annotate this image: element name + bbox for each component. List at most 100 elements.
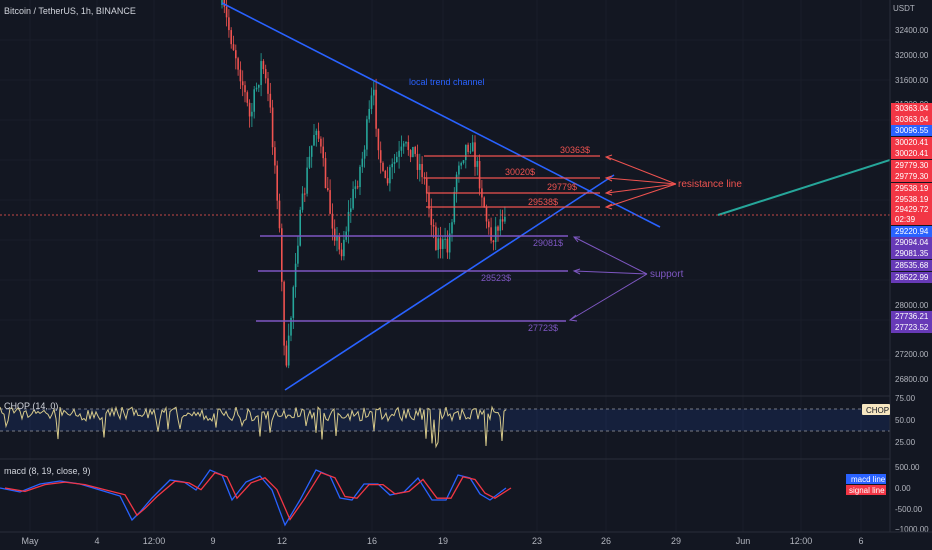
candle-body (292, 287, 295, 318)
price-label: 30096.55 (895, 126, 929, 135)
candle-body (221, 0, 223, 5)
chop-badge (862, 404, 890, 415)
candle-body (278, 200, 281, 229)
candle-body (368, 108, 370, 120)
price-label: 30020.41 (895, 149, 929, 158)
price-label-box (891, 103, 932, 114)
candle-body (313, 135, 315, 146)
candle-body (425, 178, 428, 194)
candle-body (253, 89, 255, 112)
candle-body (373, 89, 375, 96)
candle-body (442, 239, 444, 249)
candle-body (448, 233, 451, 253)
candle-body (317, 130, 320, 139)
candle-body (299, 209, 301, 246)
price-label-box (891, 114, 932, 125)
candle-body (485, 207, 488, 222)
candle-body (492, 240, 495, 243)
candle-body (244, 85, 246, 93)
trendline-lower[interactable] (284, 174, 615, 391)
projection-line[interactable] (717, 159, 891, 216)
time-axis[interactable]: May 4 12:00 9 12 16 19 23 26 29 Jun 12:00 6 (21, 536, 863, 546)
candle-body (331, 213, 334, 229)
price-label: 30363.04 (895, 115, 929, 124)
candle-body (285, 345, 288, 366)
candle-body (430, 208, 433, 225)
candle-body (379, 150, 382, 163)
price-tick: 26800.00 (895, 375, 929, 384)
trendline-upper[interactable] (221, 2, 661, 228)
candle-body (462, 160, 465, 163)
candle-body (340, 249, 343, 257)
candle-body (248, 102, 251, 117)
candle-body (416, 153, 419, 170)
price-label: 29779.30 (895, 161, 929, 170)
candle-body (361, 158, 364, 167)
price-label-box (891, 248, 932, 259)
support-arrows (568, 236, 648, 322)
candle-body (304, 193, 306, 195)
candle-body (393, 162, 396, 164)
candle-body (350, 208, 352, 212)
macd-tick: -500.00 (895, 505, 923, 514)
signal-line (4, 471, 512, 521)
candle-body (451, 222, 453, 234)
candle-body (377, 128, 380, 151)
price-label: 27736.21 (895, 312, 929, 321)
time-tick: Jun (736, 536, 751, 546)
candle-body (343, 239, 345, 257)
candle-body (359, 166, 361, 188)
price-tick: 27200.00 (895, 350, 929, 359)
price-label-box (891, 148, 932, 159)
signal-legend-badge (846, 485, 886, 495)
candle-body (315, 130, 318, 136)
candle-body (398, 150, 400, 157)
price-label: 02:39 (895, 215, 916, 224)
candle-body (287, 335, 290, 366)
time-tick: 6 (858, 536, 863, 546)
candle-body (460, 162, 462, 166)
price-label-box (891, 137, 932, 148)
price-label: 29779.30 (895, 172, 929, 181)
candle-body (384, 170, 387, 179)
grid (0, 0, 890, 532)
candle-body (501, 219, 504, 222)
candle-body (423, 177, 426, 179)
candle-body (439, 238, 442, 249)
candle-body (483, 197, 485, 208)
candle-body (232, 44, 235, 51)
currency-label: USDT (893, 4, 915, 13)
price-label: 30363.04 (895, 104, 929, 113)
candle-body (297, 245, 299, 264)
price-label: 27723.52 (895, 323, 929, 332)
candle-body (225, 6, 228, 18)
chop-tick: 50.00 (895, 416, 916, 425)
candle-body (400, 146, 403, 151)
macd-legend-macd: macd line (851, 475, 886, 484)
time-tick: 23 (532, 536, 542, 546)
candle-body (402, 143, 405, 147)
chop-axis: 75.00 50.00 25.00 (895, 394, 916, 447)
time-tick: 12:00 (143, 536, 166, 546)
candle-body (363, 149, 366, 159)
candle-body (488, 221, 490, 228)
candle-body (419, 164, 421, 170)
candle-body (329, 190, 331, 214)
candle-body (246, 92, 249, 103)
candle-body (428, 193, 430, 209)
drawings[interactable] (0, 2, 891, 391)
candle-body (239, 69, 242, 82)
price-label-box (891, 183, 932, 194)
candle-body (235, 50, 237, 59)
candles (221, 0, 506, 369)
price-label: 29429.72 (895, 205, 929, 214)
candle-body (322, 146, 324, 159)
resistance-arrows (604, 154, 677, 210)
level-label-30020: 30020$ (505, 167, 535, 177)
chop-badge-label: CHOP (866, 406, 889, 415)
chop-tick: 75.00 (895, 394, 916, 403)
candle-body (455, 174, 458, 192)
price-label: 29094.04 (895, 238, 929, 247)
candle-body (471, 142, 474, 152)
